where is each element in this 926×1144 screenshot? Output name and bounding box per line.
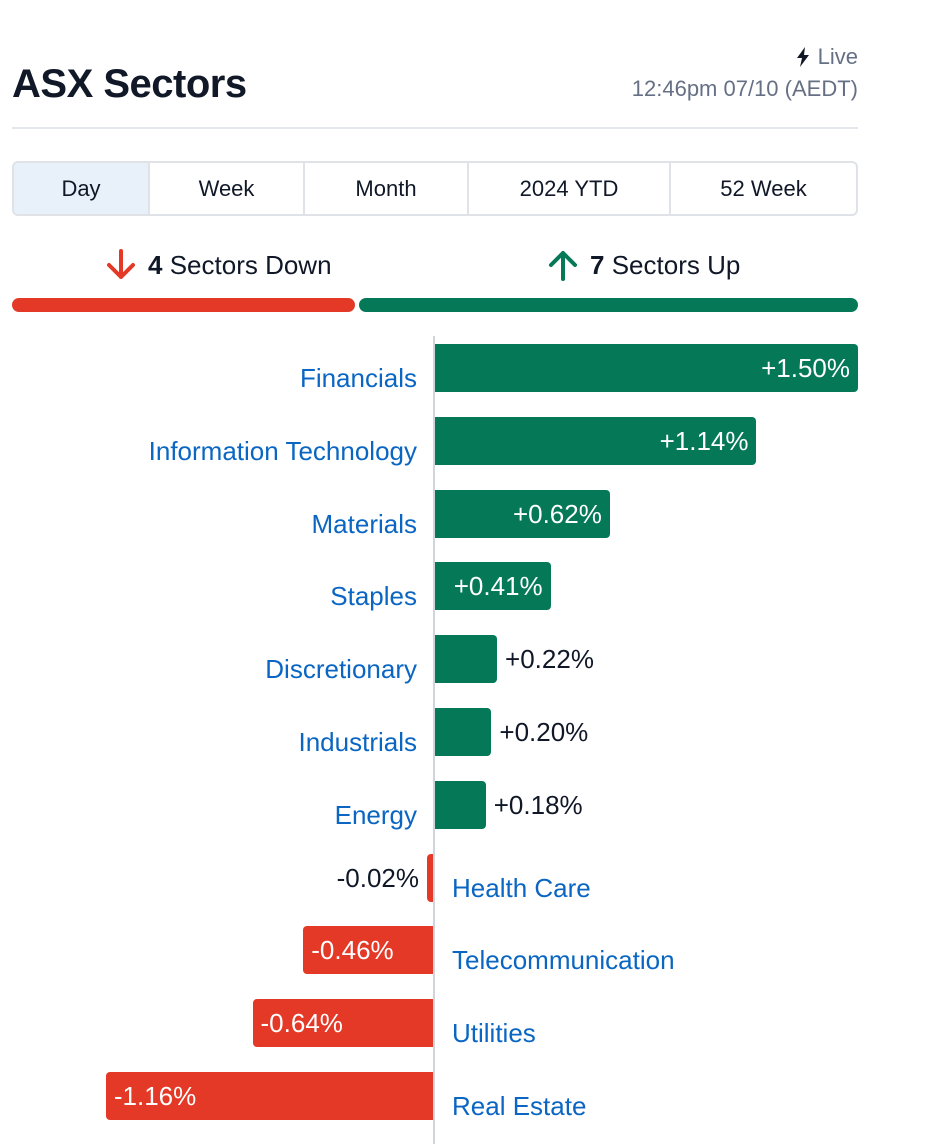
sector-label[interactable]: Health Care [452,872,591,903]
live-label: Live [817,44,858,69]
value-label: +1.50% [761,353,850,383]
bar-energy [435,780,486,829]
value-label: +1.14% [659,425,749,456]
value-label: -0.64% [260,1008,343,1039]
sectors-up-summary: 7 Sectors Up [546,248,740,282]
sector-label[interactable]: Staples [330,581,417,612]
sector-label[interactable]: Real Estate [452,1091,587,1121]
bar-financials [435,344,858,392]
lightning-icon [796,47,809,67]
bar-utilities [252,999,433,1048]
value-label: +0.18% [493,789,583,820]
sector-label[interactable]: Energy [334,799,417,830]
sector-label[interactable]: Telecommunication [452,945,675,976]
value-label: +0.41% [453,571,543,602]
period-tabs: Day Week Month 2024 YTD 52 Week [12,161,858,216]
arrow-down-icon [107,249,135,279]
value-label: +0.20% [499,717,589,747]
tab-52-week[interactable]: 52 Week [720,175,807,201]
bar-health-care [427,853,433,902]
ratio-up-segment [358,298,858,312]
tab-ytd[interactable]: 2024 YTD [469,163,671,214]
page-title: ASX Sectors [12,62,247,106]
sector-label[interactable]: Utilities [452,1018,536,1049]
tab-week[interactable]: Week [150,163,305,214]
live-indicator: Live [796,44,858,70]
arrow-up-icon [549,251,577,281]
sectors-up-count: 7 [590,249,605,280]
value-label: +0.22% [505,644,594,675]
bar-industrials [435,708,492,756]
sector-label[interactable]: Information Technology [148,435,417,466]
bar-information-technology [435,416,757,465]
bar-staples [435,562,551,611]
sector-label[interactable]: Discretionary [265,654,417,685]
ratio-down-segment [12,298,355,312]
bar-real-estate [105,1072,433,1120]
value-label: -0.02% [336,862,419,893]
timestamp: 12:46pm 07/10 (AEDT) [631,76,858,101]
sectors-down-count: 4 [148,249,163,280]
sector-bar-chart: +1.50% Financials +1.14% Information Techno… [0,336,926,1144]
chart-zero-axis [433,336,435,1144]
header-divider [12,127,858,129]
bar-materials [435,489,610,538]
value-label: -0.46% [311,935,394,966]
sector-ratio-bar [12,298,858,312]
value-label: -1.16% [113,1081,197,1111]
tab-month[interactable]: Month [305,163,469,214]
sectors-up-label: Sectors Up [611,249,741,280]
bar-discretionary [435,635,498,684]
sector-label[interactable]: Financials [299,363,417,393]
value-label: +0.62% [512,498,602,529]
sector-label[interactable]: Industrials [298,727,418,757]
bar-telecommunication [303,926,433,975]
sector-label[interactable]: Materials [311,508,417,539]
sectors-down-label: Sectors Down [169,249,332,280]
tab-day[interactable]: Day [14,163,150,214]
sectors-down-summary: 4 Sectors Down [104,248,332,282]
